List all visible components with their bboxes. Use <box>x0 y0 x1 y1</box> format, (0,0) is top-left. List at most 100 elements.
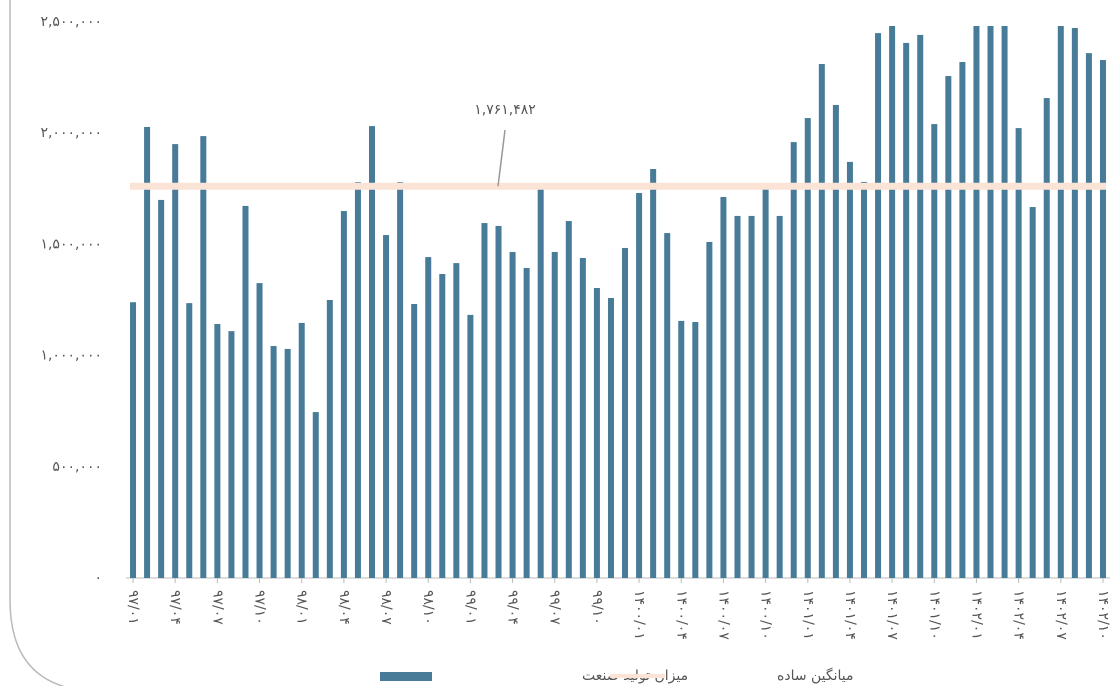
bar <box>228 331 235 578</box>
bar <box>889 26 896 579</box>
legend-swatch <box>380 672 432 681</box>
bar <box>664 233 671 578</box>
x-tick-label: ۱۴۰۲/۰۱ <box>968 590 984 640</box>
x-tick-label: ۹۹/۰۴ <box>505 590 521 625</box>
bar <box>242 205 249 578</box>
bar <box>607 297 614 578</box>
bar <box>846 161 853 579</box>
bar <box>284 348 291 578</box>
x-tick-label: ۹۹/۱۰ <box>589 590 605 625</box>
bar <box>973 26 980 579</box>
bar <box>214 324 221 578</box>
bar <box>593 287 600 578</box>
bar <box>650 169 657 578</box>
legend-label: میانگین ساده <box>777 667 854 684</box>
x-tick-label: ۹۷/۱۰ <box>252 590 268 625</box>
bar <box>706 241 713 578</box>
bar <box>411 304 418 578</box>
y-tick-label: ۲,۰۰۰,۰۰۰ <box>40 125 102 141</box>
x-tick-label: ۱۴۰۱/۰۴ <box>842 590 858 640</box>
y-tick-label: ۲,۵۰۰,۰۰۰ <box>40 14 102 30</box>
x-tick-label: ۱۴۰۰/۰۴ <box>673 590 689 640</box>
x-tick-label: ۹۸/۰۱ <box>294 590 310 625</box>
frame <box>9 0 66 686</box>
bar <box>917 34 924 579</box>
bar <box>326 300 333 578</box>
x-tick-label: ۹۹/۰۷ <box>547 590 563 625</box>
x-tick-label: ۱۴۰۱/۰۱ <box>800 590 816 640</box>
bar <box>425 257 432 578</box>
bar <box>439 273 446 578</box>
leader-line <box>497 129 506 187</box>
bar <box>776 215 783 578</box>
bar <box>1043 98 1050 579</box>
bar <box>172 144 179 578</box>
bar <box>1001 26 1008 579</box>
bar <box>959 62 966 579</box>
y-tick-label: ۰ <box>94 570 102 586</box>
x-tick-label: ۹۹/۰۱ <box>462 590 478 625</box>
bar <box>762 185 769 578</box>
bar <box>537 183 544 578</box>
bar <box>1071 28 1078 578</box>
bar <box>130 302 137 578</box>
x-tick-label: ۹۸/۱۰ <box>420 590 436 625</box>
x-tick-label: ۱۴۰۲/۱۰ <box>1095 590 1111 640</box>
bar <box>453 263 460 578</box>
bar <box>467 314 474 578</box>
x-tick-label: ۱۴۰۱/۰۷ <box>884 590 900 640</box>
bar <box>748 215 755 578</box>
bar <box>312 412 319 578</box>
bar <box>1057 26 1064 579</box>
bar <box>692 322 699 578</box>
bar <box>369 126 375 579</box>
bar <box>622 247 629 578</box>
bar <box>383 235 390 578</box>
bar <box>340 211 347 579</box>
bar <box>931 124 938 578</box>
x-tick-label: ۱۴۰۲/۰۴ <box>1011 590 1027 640</box>
bar <box>734 215 741 578</box>
x-tick-label: ۹۷/۰۷ <box>209 590 225 625</box>
bar <box>818 64 825 579</box>
bar <box>903 42 910 579</box>
bar <box>945 76 952 578</box>
bar <box>1029 207 1036 578</box>
mean-label: ۱,۷۶۱,۴۸۲ <box>474 102 536 118</box>
bar <box>256 283 263 578</box>
bar <box>200 136 207 579</box>
x-tick-label: ۹۷/۰۱ <box>125 590 141 625</box>
bar <box>875 33 882 579</box>
x-tick-label: ۱۴۰۲/۰۷ <box>1053 590 1069 640</box>
y-tick-label: ۱,۵۰۰,۰۰۰ <box>40 236 102 252</box>
x-tick-label: ۱۴۰۰/۰۷ <box>715 590 731 640</box>
bar <box>158 199 165 579</box>
bar <box>678 320 685 578</box>
bar <box>636 193 643 578</box>
bar <box>495 225 502 578</box>
bar <box>804 118 811 579</box>
bar <box>832 104 839 578</box>
bar <box>144 126 151 578</box>
bar <box>481 223 488 578</box>
bar <box>720 197 727 578</box>
bar <box>298 322 305 578</box>
bar <box>579 257 586 578</box>
x-tick-label: ۹۷/۰۴ <box>167 590 183 625</box>
y-tick-label: ۵۰۰,۰۰۰ <box>52 459 102 475</box>
bar <box>1085 53 1092 579</box>
x-tick-label: ۱۴۰۱/۱۰ <box>926 590 942 640</box>
bar <box>861 181 867 579</box>
bar <box>551 251 558 578</box>
y-tick-label: ۱,۰۰۰,۰۰۰ <box>40 348 102 364</box>
bar <box>1015 128 1022 579</box>
bar <box>186 303 193 578</box>
bar <box>790 142 797 578</box>
bar <box>354 182 361 579</box>
bar <box>523 267 530 578</box>
x-tick-label: ۹۸/۰۴ <box>336 590 352 625</box>
bar <box>1099 60 1106 579</box>
x-tick-label: ۱۴۰۰/۱۰ <box>758 590 774 640</box>
bar <box>509 251 516 578</box>
